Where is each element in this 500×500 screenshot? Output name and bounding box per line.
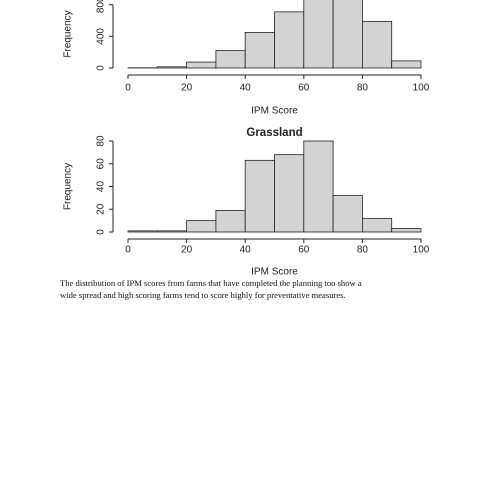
x-tick-label: 40 [240,245,252,256]
bar [244,32,275,69]
x-tick-label: 80 [357,245,369,256]
y-tick-label: 40 [96,181,107,193]
bar [391,228,422,233]
x-tick-label: 80 [357,83,369,94]
x-tick-label: 20 [181,245,193,256]
caption-line: wide spread and high scoring farms tend … [60,290,346,300]
y-tick-label: 0 [96,65,107,71]
x-axis-title: IPM Score [251,106,298,117]
bar [303,140,334,233]
bar [303,0,334,69]
bar [361,20,393,69]
bar [156,66,188,69]
y-axis-title: Frequency [63,10,74,57]
bar [215,50,246,69]
bar [156,230,188,233]
bar [215,209,246,233]
x-tick-label: 0 [125,245,131,256]
chart-title: Grassland [246,127,302,139]
x-tick-label: 100 [413,245,430,256]
bar [361,217,393,233]
bar [127,230,158,233]
x-axis-title: IPM Score [251,267,298,278]
bar [274,11,305,69]
y-tick-label: 80 [96,135,107,147]
y-tick-label: 0 [96,229,107,235]
x-tick-label: 0 [125,83,131,94]
bar [332,195,363,233]
y-tick-label: 800 [96,0,107,13]
bar [244,159,275,233]
x-tick-label: 60 [298,245,310,256]
y-tick-label: 20 [96,203,107,215]
bar [186,61,217,69]
bar [332,0,363,69]
x-tick-label: 40 [240,83,252,94]
bar [274,154,305,233]
y-axis-title: Frequency [63,163,74,210]
x-tick-label: 60 [298,83,310,94]
bar [391,60,422,69]
y-tick-label: 60 [96,158,107,170]
caption-line: The distribution of IPM scores from farm… [60,278,362,288]
bar [186,220,217,233]
x-tick-label: 100 [413,83,430,94]
x-tick-label: 20 [181,83,193,94]
y-tick-label: 400 [96,28,107,45]
